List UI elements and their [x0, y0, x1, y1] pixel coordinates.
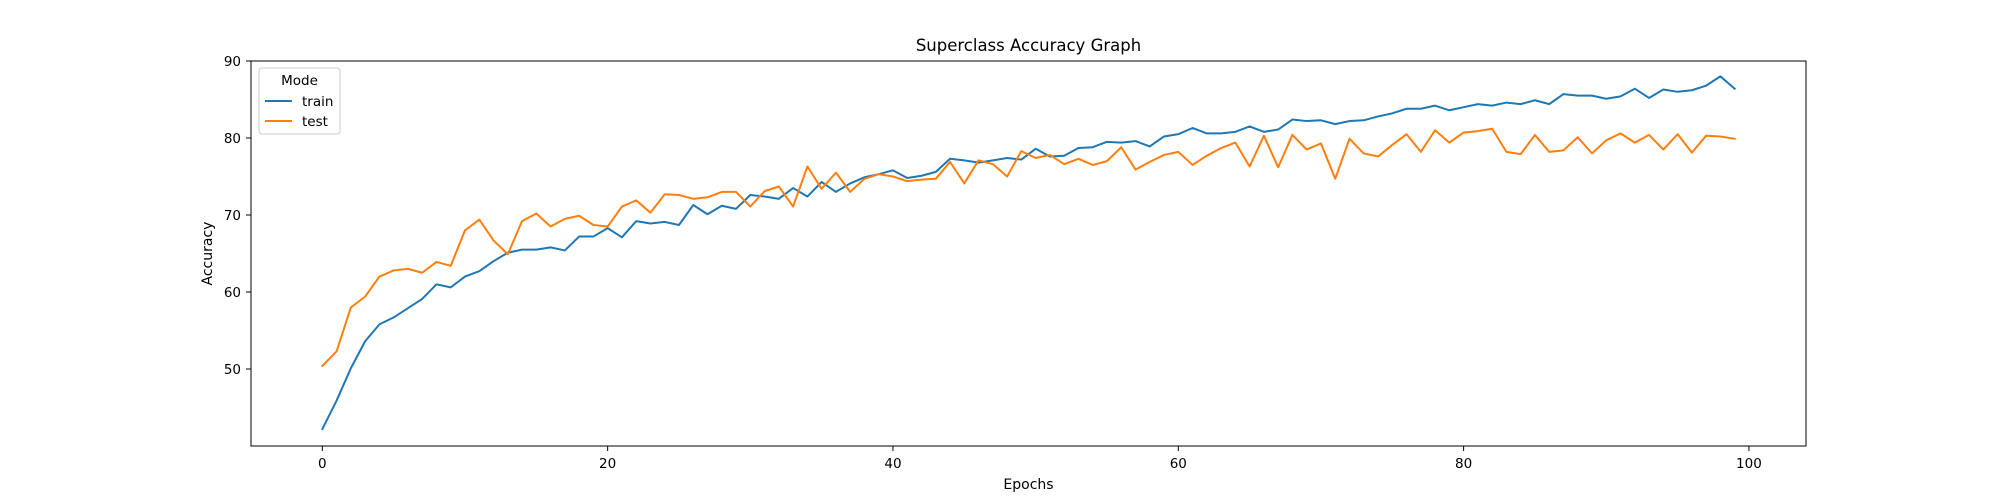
x-tick-label: 100 [1736, 456, 1762, 472]
x-tick-label: 60 [1170, 456, 1187, 472]
legend: Mode train test [258, 67, 341, 135]
y-axis-label: Accuracy [200, 222, 216, 286]
y-tick-label: 90 [224, 54, 241, 70]
x-tick-label: 40 [884, 456, 901, 472]
y-axis: 50 60 70 80 90 [224, 54, 251, 378]
legend-title: Mode [281, 73, 318, 89]
series-layer [320, 75, 1737, 431]
chart-title: Superclass Accuracy Graph [916, 36, 1141, 55]
y-tick-label: 60 [224, 285, 241, 301]
legend-label-train: train [302, 94, 333, 110]
x-axis: 0 20 40 60 80 100 [318, 446, 1762, 472]
x-tick-label: 80 [1455, 456, 1472, 472]
plot-area [250, 60, 1807, 447]
y-tick-label: 70 [224, 208, 241, 224]
x-tick-label: 20 [599, 456, 616, 472]
legend-label-test: test [302, 114, 328, 130]
y-tick-label: 50 [224, 362, 241, 378]
y-tick-label: 80 [224, 131, 241, 147]
axes-frame [250, 60, 1807, 447]
x-axis-label: Epochs [1003, 477, 1053, 493]
series-line-test [320, 127, 1736, 368]
legend-box [258, 67, 341, 135]
x-tick-label: 0 [318, 456, 327, 472]
